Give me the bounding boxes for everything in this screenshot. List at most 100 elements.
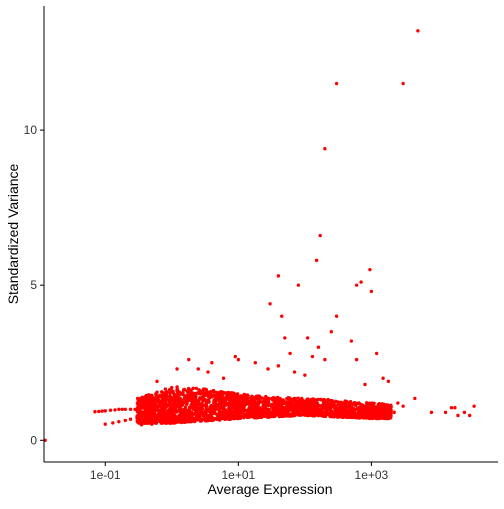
- data-point: [160, 411, 164, 416]
- data-point: [361, 412, 366, 417]
- data-point: [323, 146, 327, 151]
- data-point: [336, 409, 340, 413]
- data-point: [139, 402, 144, 406]
- data-point: [262, 403, 267, 407]
- data-point: [228, 394, 232, 399]
- data-point: [349, 339, 354, 343]
- data-point: [323, 357, 327, 362]
- data-point: [176, 397, 180, 401]
- data-point: [214, 390, 219, 395]
- data-point: [177, 392, 182, 397]
- data-point: [373, 408, 377, 412]
- data-point: [258, 406, 262, 410]
- data-point: [162, 396, 167, 400]
- data-point: [310, 354, 315, 359]
- data-point: [190, 401, 194, 405]
- data-point: [257, 409, 261, 414]
- data-point: [386, 408, 390, 412]
- data-point: [318, 233, 322, 238]
- data-point: [221, 399, 226, 403]
- data-point: [269, 410, 273, 415]
- data-point: [212, 403, 217, 407]
- data-point: [163, 416, 167, 420]
- data-point: [147, 399, 151, 403]
- data-point: [350, 404, 354, 408]
- data-point: [163, 420, 167, 425]
- data-point: [381, 404, 386, 408]
- data-point: [353, 407, 357, 411]
- data-point: [111, 421, 115, 425]
- data-point: [320, 412, 325, 416]
- data-point: [303, 411, 307, 415]
- data-point: [288, 351, 292, 356]
- data-point: [210, 361, 214, 365]
- data-point: [239, 410, 243, 414]
- data-point: [171, 389, 175, 394]
- data-point: [346, 415, 350, 419]
- data-point: [319, 407, 323, 412]
- data-point: [221, 390, 226, 395]
- data-point: [369, 402, 374, 406]
- data-point: [217, 410, 222, 414]
- data-point: [150, 393, 154, 398]
- y-tick-label: 5: [30, 278, 37, 292]
- data-point: [344, 407, 349, 412]
- data-point: [378, 407, 383, 412]
- data-point: [108, 408, 113, 412]
- data-point: [283, 412, 287, 416]
- data-point: [113, 408, 117, 412]
- data-point: [117, 407, 121, 411]
- data-point: [344, 399, 349, 404]
- data-point: [133, 407, 137, 411]
- data-point: [164, 391, 168, 395]
- data-point: [200, 396, 204, 401]
- data-point: [217, 392, 221, 396]
- data-point: [253, 361, 258, 365]
- data-point: [184, 402, 189, 406]
- data-point: [179, 415, 183, 419]
- data-point: [178, 411, 183, 415]
- data-point: [221, 404, 225, 409]
- data-point: [255, 394, 259, 399]
- data-point: [345, 403, 349, 408]
- data-point: [159, 404, 163, 408]
- data-point: [300, 396, 304, 401]
- data-point: [152, 413, 156, 417]
- data-point: [382, 408, 386, 412]
- data-point: [206, 370, 210, 374]
- data-point: [142, 406, 146, 410]
- data-point: [184, 398, 188, 402]
- data-point: [239, 394, 243, 398]
- x-tick-label: 1e+03: [355, 468, 389, 482]
- data-point: [291, 410, 295, 415]
- data-point: [378, 405, 383, 409]
- data-point: [154, 421, 159, 425]
- data-point: [128, 417, 133, 421]
- data-point: [401, 404, 405, 408]
- data-point: [329, 409, 334, 414]
- data-point: [449, 406, 454, 410]
- data-point: [172, 407, 176, 411]
- data-point: [210, 411, 214, 415]
- data-point: [197, 413, 201, 418]
- data-point: [277, 397, 281, 401]
- data-point: [392, 410, 396, 415]
- data-point: [310, 403, 315, 407]
- data-point: [361, 415, 365, 420]
- x-tick-label: 1e-01: [90, 468, 121, 482]
- data-point: [193, 395, 197, 399]
- data-point: [174, 409, 178, 413]
- data-point: [266, 367, 270, 371]
- data-point: [233, 415, 238, 419]
- data-point: [138, 407, 142, 411]
- points-layer: [43, 29, 476, 442]
- data-point: [203, 387, 208, 391]
- data-point: [245, 398, 249, 402]
- data-point: [195, 391, 200, 395]
- data-point: [260, 396, 264, 400]
- data-point: [181, 419, 186, 424]
- data-point: [206, 395, 211, 399]
- data-point: [281, 409, 285, 413]
